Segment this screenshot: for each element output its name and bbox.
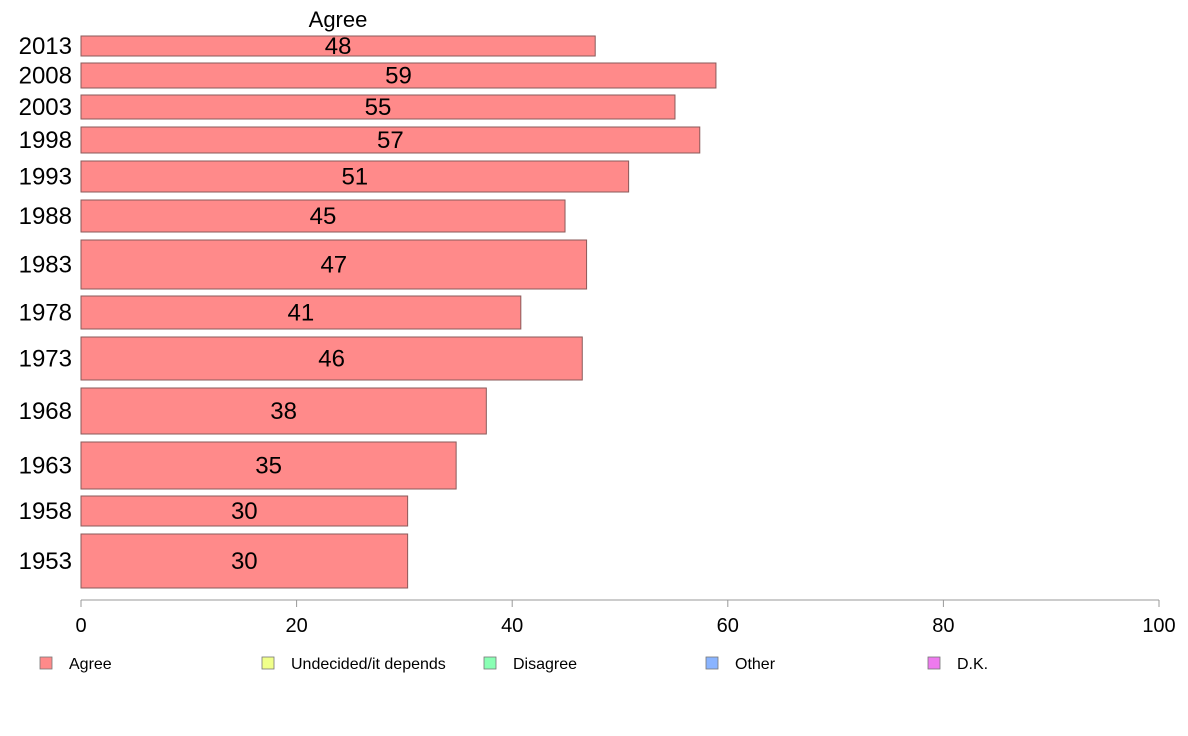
bar-1988 xyxy=(80,199,566,233)
x-tick-label: 80 xyxy=(932,615,954,637)
category-label: 1978 xyxy=(19,300,72,327)
category-label: 1968 xyxy=(19,398,72,425)
legend-swatch xyxy=(927,656,941,670)
category-label: 2008 xyxy=(19,63,72,90)
bar-value-label: 47 xyxy=(320,252,347,279)
category-label: 1953 xyxy=(19,548,72,575)
category-label: 1993 xyxy=(19,164,72,191)
x-tick-label: 40 xyxy=(501,615,523,637)
bar-1973 xyxy=(80,336,583,381)
bar-value-label: 30 xyxy=(231,498,258,525)
x-tick-label: 60 xyxy=(717,615,739,637)
category-label: 1958 xyxy=(19,498,72,525)
x-axis: 0 20 40 60 80 100 xyxy=(75,599,1176,637)
legend-label: Undecided/it depends xyxy=(291,656,446,673)
category-label: 1973 xyxy=(19,346,72,373)
category-label: 2003 xyxy=(19,94,72,121)
bar-value-label: 41 xyxy=(288,300,315,327)
legend-swatch xyxy=(705,656,719,670)
legend-swatch xyxy=(261,656,275,670)
bar-group: 48 2013 59 2008 55 2003 57 1998 51 1993 45 1988 47 19… xyxy=(19,33,717,589)
bar-value-label: 59 xyxy=(385,63,412,90)
legend-label: Other xyxy=(735,656,776,673)
x-tick-label: 100 xyxy=(1142,615,1175,637)
bar-1998 xyxy=(80,126,701,154)
bar-1968 xyxy=(80,387,487,435)
legend: Agree Undecided/it depends Disagree Other D.… xyxy=(39,656,988,673)
category-label: 1988 xyxy=(19,203,72,230)
bar-value-label: 55 xyxy=(365,94,392,121)
bar-1963 xyxy=(80,441,457,490)
category-label: 2013 xyxy=(19,33,72,60)
category-label: 1998 xyxy=(19,127,72,154)
chart-title: Agree xyxy=(309,7,368,32)
bar-1978 xyxy=(80,295,522,330)
bar-value-label: 48 xyxy=(325,33,352,60)
bar-2008 xyxy=(80,62,717,89)
legend-label: Disagree xyxy=(513,656,577,673)
bar-2013 xyxy=(80,35,596,57)
bar-1983 xyxy=(80,239,588,290)
bar-1993 xyxy=(80,160,630,193)
category-label: 1983 xyxy=(19,252,72,279)
bar-value-label: 35 xyxy=(255,453,282,480)
bar-2003 xyxy=(80,94,676,120)
bar-1953 xyxy=(80,533,409,589)
legend-swatch xyxy=(483,656,497,670)
bar-value-label: 38 xyxy=(270,398,297,425)
legend-swatch xyxy=(39,656,53,670)
legend-label: Agree xyxy=(69,656,112,673)
legend-label: D.K. xyxy=(957,656,988,673)
bar-value-label: 46 xyxy=(318,346,345,373)
x-tick-label: 0 xyxy=(75,615,86,637)
x-tick-label: 20 xyxy=(285,615,307,637)
bar-value-label: 57 xyxy=(377,127,404,154)
bar-value-label: 30 xyxy=(231,548,258,575)
bar-1958 xyxy=(80,495,409,527)
bar-value-label: 45 xyxy=(310,203,337,230)
category-label: 1963 xyxy=(19,453,72,480)
bar-value-label: 51 xyxy=(341,164,368,191)
